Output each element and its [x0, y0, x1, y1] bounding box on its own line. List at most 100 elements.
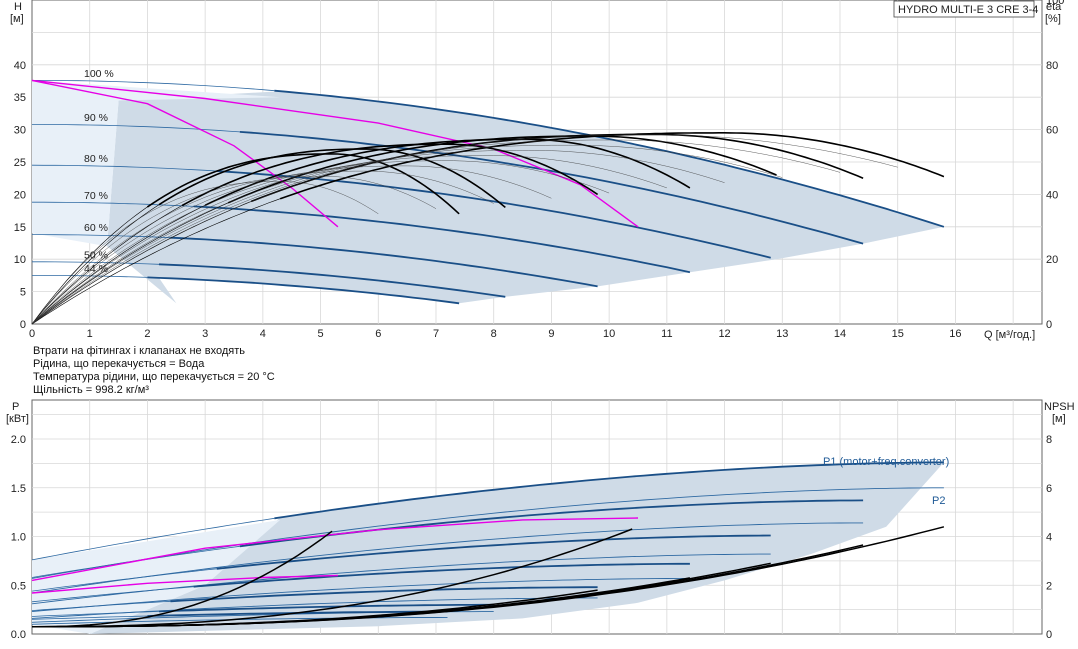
- power-plot-ticks: 0.0 0.5 1.0 1.5 2.0 0 2 4 6 8: [11, 434, 1052, 641]
- p1-curve: [158, 603, 494, 613]
- x-tick-label: 4: [260, 328, 266, 340]
- x-tick-label: 12: [718, 328, 730, 340]
- npsh-tick-label: 6: [1046, 483, 1052, 495]
- power-axis-unit: [кВт]: [6, 413, 29, 425]
- y-tick-label: 40: [14, 60, 26, 72]
- efficiency-fan-curve: [31, 170, 494, 325]
- eta-tick-label: 100: [1046, 0, 1064, 7]
- p1-curve: [193, 562, 690, 588]
- chart-title: HYDRO MULTI-E 3 CRE 3-4: [898, 4, 1038, 16]
- head-axis-label: H: [14, 1, 22, 13]
- note-line-3: Температура рідини, що перекачується = 2…: [33, 371, 275, 383]
- eta-tick-label: 60: [1046, 125, 1058, 137]
- p1-curve: [170, 586, 598, 603]
- head-curve: [216, 170, 771, 259]
- eta-tick-label: 40: [1046, 189, 1058, 201]
- note-line-4: Щільність = 998.2 кг/м³: [33, 384, 149, 396]
- efficiency-fan-curve: [31, 134, 898, 325]
- note-line-2: Рідина, що перекачується = Вода: [33, 358, 205, 370]
- x-tick-label: 8: [491, 328, 497, 340]
- speed-label: 100 %: [84, 68, 114, 80]
- head-plot-ticks: 0 1 2 3 4 5 6 7 8 9 10 11 12 13 14 15 160510152025303540…: [14, 0, 1065, 340]
- p2-curve: [31, 577, 690, 613]
- power-tick-label: 1.0: [11, 532, 26, 544]
- p1-curve-thin: [31, 568, 217, 592]
- x-tick-label: 11: [661, 328, 672, 340]
- power-curves: [31, 461, 945, 628]
- npsh-tick-label: 8: [1046, 434, 1052, 446]
- efficiency-fan-curve: [31, 139, 841, 325]
- magenta-power-curve: [31, 517, 639, 582]
- y-tick-label: 0: [20, 319, 26, 331]
- magenta-power-curve: [31, 574, 338, 594]
- efficiency-curve: [181, 143, 599, 207]
- p1-curve-thin: [31, 611, 160, 617]
- power-tick-label: 2.0: [11, 434, 26, 446]
- eta-tick-label: 20: [1046, 254, 1058, 266]
- head-curve-thin: [32, 201, 194, 207]
- head-curve: [274, 89, 945, 228]
- p1-series-label: P1 (motor+freq.converter): [823, 456, 949, 468]
- speed-label: 90 %: [84, 112, 108, 124]
- head-curve: [170, 236, 598, 288]
- power-low-region: [32, 519, 281, 634]
- y-tick-label: 30: [14, 125, 26, 137]
- head-curve: [193, 205, 691, 274]
- npsh-axis-unit: [м]: [1052, 413, 1066, 425]
- efficiency-curve: [204, 138, 691, 207]
- x-tick-label: 2: [144, 328, 150, 340]
- power-plot-frame: [31, 399, 1043, 635]
- x-tick-label: 13: [776, 328, 788, 340]
- p1-curve: [274, 461, 944, 520]
- low-flow-region: [32, 80, 281, 247]
- x-tick-label: 15: [892, 328, 904, 340]
- power-tick-label: 0.5: [11, 580, 26, 592]
- p1-curve-thin: [31, 586, 194, 603]
- efficiency-curve: [158, 148, 506, 209]
- magenta-curve: [31, 79, 339, 228]
- npsh-tick-label: 2: [1046, 580, 1052, 592]
- x-tick-label: 0: [29, 328, 35, 340]
- head-curve: [239, 131, 864, 245]
- efficiency-fan-curve: [31, 176, 437, 325]
- x-tick-label: 1: [87, 328, 93, 340]
- speed-label: 70 %: [84, 190, 108, 202]
- operating-region: [107, 91, 944, 304]
- y-tick-label: 15: [14, 222, 26, 234]
- y-tick-label: 35: [14, 92, 26, 104]
- head-curve-thin: [32, 80, 275, 92]
- head-axis-unit: [м]: [10, 13, 24, 25]
- eta-tick-label: 0: [1046, 319, 1052, 331]
- y-tick-label: 10: [14, 254, 26, 266]
- efficiency-curve: [227, 135, 777, 204]
- efficiency-fan-curve: [31, 160, 610, 325]
- head-curves: 100 %90 %80 %70 %60 %50 %44 %: [31, 68, 945, 305]
- x-tick-label: 7: [433, 328, 439, 340]
- eta-tick-label: 80: [1046, 60, 1058, 72]
- x-tick-label: 5: [318, 328, 324, 340]
- eta-axis-label: eta: [1046, 1, 1062, 13]
- note-line-1: Втрати на фітингах і клапанах не входять: [33, 345, 245, 357]
- head-curve-thin: [32, 261, 160, 265]
- x-tick-label: 9: [548, 328, 554, 340]
- efficiency-fan-curve: [31, 181, 379, 325]
- q-axis-label: Q [м³/год.]: [984, 329, 1035, 341]
- x-tick-label: 3: [202, 328, 208, 340]
- eta-axis-unit: [%]: [1045, 13, 1061, 25]
- operating-range-fill: [32, 80, 944, 304]
- p2-curve: [31, 522, 864, 594]
- npsh-curve: [32, 604, 506, 628]
- head-curve: [147, 276, 460, 305]
- power-tick-label: 1.5: [11, 483, 26, 495]
- y-tick-label: 5: [20, 287, 26, 299]
- speed-label: 80 %: [84, 153, 108, 165]
- head-curve-thin: [31, 164, 217, 172]
- p1-curve-thin: [31, 615, 148, 620]
- p1-curve-thin: [31, 600, 183, 611]
- head-curve-thin: [32, 275, 148, 278]
- p2-series-label: P2: [932, 495, 945, 507]
- x-tick-label: 10: [603, 328, 615, 340]
- p1-curve-thin: [31, 517, 275, 561]
- speed-label: 60 %: [84, 222, 108, 234]
